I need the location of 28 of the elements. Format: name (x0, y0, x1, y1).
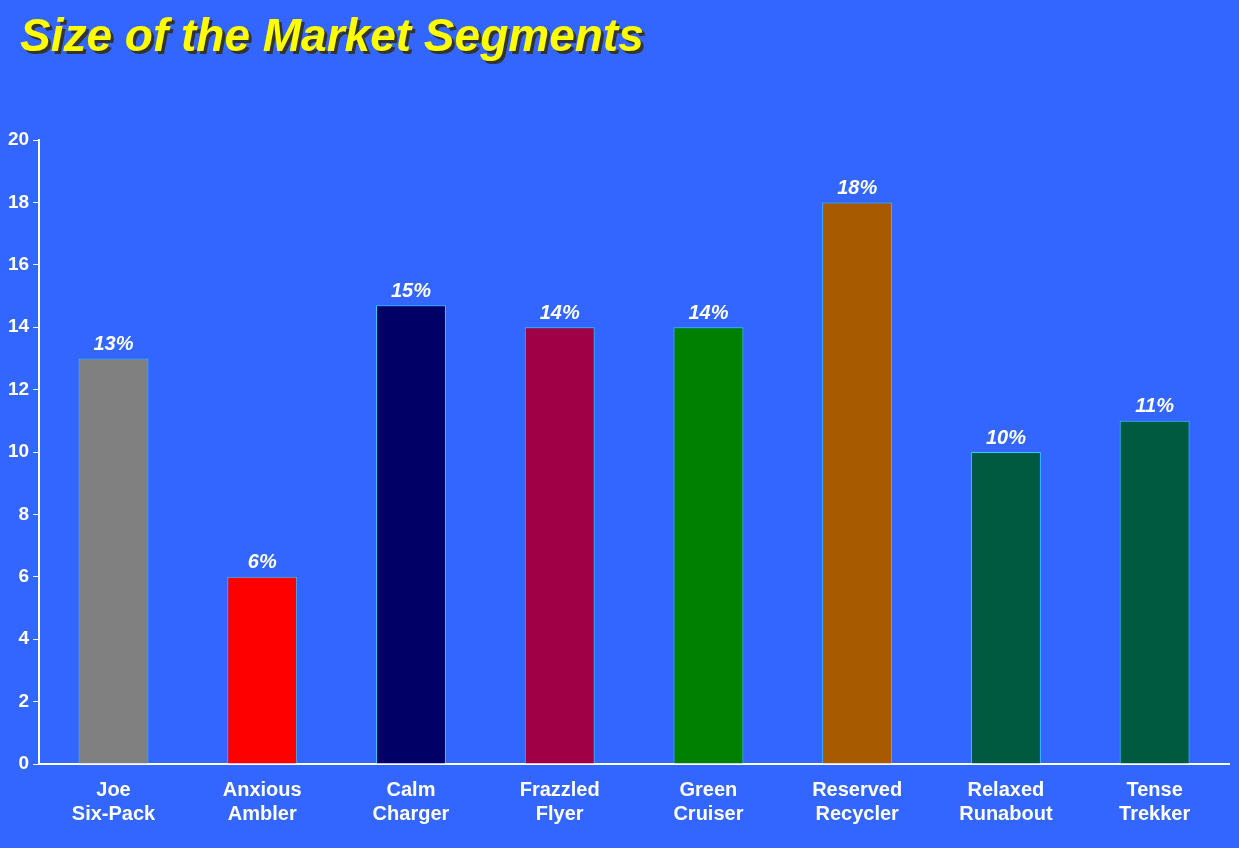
y-tick-label: 8 (18, 502, 30, 524)
y-tick-label: 12 (7, 377, 30, 399)
y-tick-label: 10 (7, 440, 30, 462)
y-tick-label: 2 (18, 689, 30, 711)
data-label: 14% (688, 300, 729, 323)
y-tick-label: 0 (18, 752, 30, 774)
x-tick-label: Frazzled Flyer (519, 777, 600, 824)
y-tick-label: 14 (7, 315, 30, 337)
x-tick-label: Calm Charger (372, 777, 450, 824)
data-label: 18% (837, 175, 878, 198)
data-label: 15% (390, 278, 432, 301)
y-tick-label: 18 (7, 190, 30, 212)
x-tick-label: Green Cruiser (673, 777, 744, 824)
x-tick-label: Relaxed Runabout (959, 777, 1053, 824)
y-tick-label: 16 (7, 253, 30, 275)
data-label: 6% (247, 550, 277, 573)
x-tick-label: Tense Trekker (1119, 777, 1191, 824)
y-tick-label: 4 (18, 627, 30, 649)
data-label: 10% (985, 425, 1027, 448)
data-label: 14% (539, 300, 580, 323)
chart-title: Size of the Market Segments (20, 8, 644, 62)
data-label: 11% (1135, 394, 1175, 417)
x-tick-label: Anxious Ambler (222, 777, 302, 824)
data-label: 13% (93, 331, 134, 354)
y-tick-label: 20 (7, 128, 30, 150)
x-tick-label: Reserved Recycler (812, 777, 903, 824)
x-tick-label: Joe Six-Pack (71, 777, 157, 824)
y-tick-label: 6 (18, 565, 30, 587)
